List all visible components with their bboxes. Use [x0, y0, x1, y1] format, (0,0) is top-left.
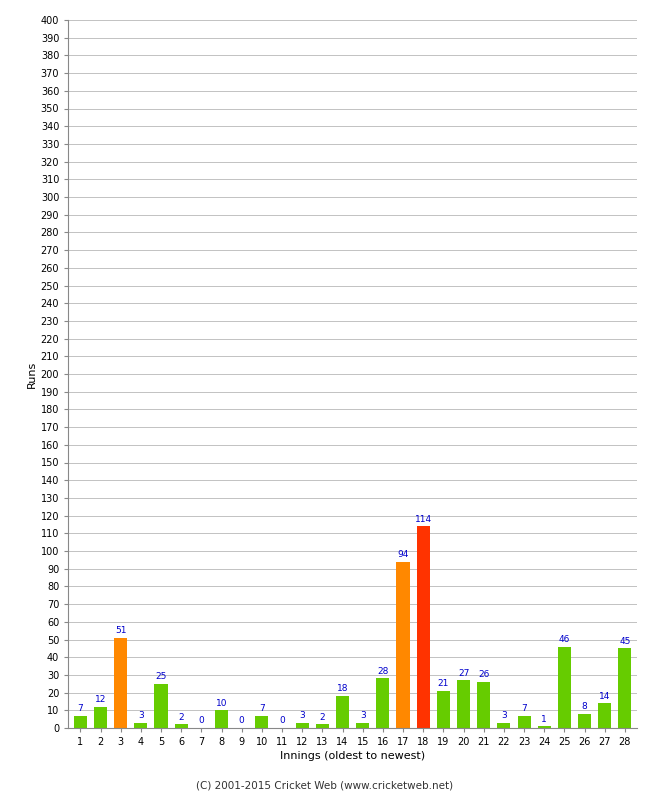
- Bar: [598, 703, 611, 728]
- Bar: [135, 722, 148, 728]
- Bar: [155, 684, 168, 728]
- Text: 0: 0: [239, 716, 244, 726]
- Text: 3: 3: [360, 711, 365, 720]
- Bar: [255, 716, 268, 728]
- Text: 10: 10: [216, 698, 228, 708]
- Bar: [316, 725, 329, 728]
- Text: 28: 28: [377, 666, 389, 676]
- Text: 94: 94: [397, 550, 409, 559]
- Bar: [215, 710, 228, 728]
- Text: 21: 21: [437, 679, 449, 688]
- Bar: [477, 682, 490, 728]
- Bar: [437, 691, 450, 728]
- Bar: [74, 716, 87, 728]
- Text: 18: 18: [337, 685, 348, 694]
- Bar: [336, 696, 349, 728]
- Text: (C) 2001-2015 Cricket Web (www.cricketweb.net): (C) 2001-2015 Cricket Web (www.cricketwe…: [196, 781, 454, 790]
- Text: 3: 3: [300, 711, 305, 720]
- Text: 26: 26: [478, 670, 489, 679]
- Text: 0: 0: [198, 716, 204, 726]
- Text: 3: 3: [138, 711, 144, 720]
- Y-axis label: Runs: Runs: [27, 360, 36, 388]
- Text: 2: 2: [178, 713, 184, 722]
- Bar: [457, 680, 470, 728]
- Bar: [356, 722, 369, 728]
- Text: 2: 2: [320, 713, 325, 722]
- Text: 3: 3: [501, 711, 507, 720]
- Text: 25: 25: [155, 672, 166, 681]
- Bar: [618, 648, 631, 728]
- Text: 7: 7: [77, 704, 83, 713]
- Bar: [558, 646, 571, 728]
- Text: 114: 114: [415, 514, 432, 523]
- Text: 7: 7: [521, 704, 527, 713]
- Bar: [296, 722, 309, 728]
- Text: 0: 0: [279, 716, 285, 726]
- Bar: [497, 722, 510, 728]
- X-axis label: Innings (oldest to newest): Innings (oldest to newest): [280, 751, 425, 761]
- Text: 45: 45: [619, 637, 630, 646]
- Bar: [578, 714, 591, 728]
- Bar: [376, 678, 389, 728]
- Bar: [94, 706, 107, 728]
- Text: 51: 51: [115, 626, 127, 635]
- Text: 7: 7: [259, 704, 265, 713]
- Text: 14: 14: [599, 691, 610, 701]
- Text: 27: 27: [458, 669, 469, 678]
- Bar: [417, 526, 430, 728]
- Bar: [175, 725, 188, 728]
- Text: 8: 8: [582, 702, 588, 711]
- Bar: [517, 716, 530, 728]
- Text: 46: 46: [559, 635, 570, 644]
- Bar: [538, 726, 551, 728]
- Bar: [114, 638, 127, 728]
- Text: 1: 1: [541, 714, 547, 723]
- Text: 12: 12: [95, 695, 106, 704]
- Bar: [396, 562, 410, 728]
